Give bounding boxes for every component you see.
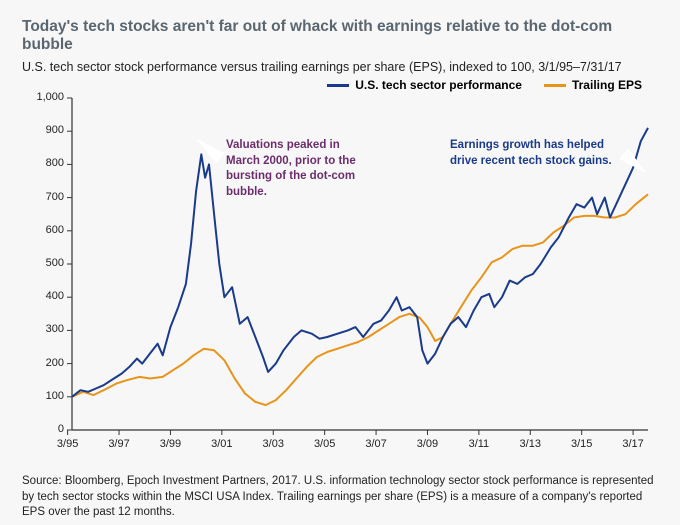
legend-label-eps: Trailing EPS [572, 78, 642, 92]
y-tick-label: 300 [22, 323, 64, 335]
chart-area: 0 100 200 300 400 500 600 700 800 900 1,000 3/95 3/… [22, 94, 658, 464]
y-tick-label: 700 [22, 191, 64, 203]
x-tick-label: 3/03 [253, 438, 293, 450]
legend-item-tech: U.S. tech sector performance [327, 78, 522, 92]
x-tick-label: 3/99 [150, 438, 190, 450]
legend-swatch-tech [327, 84, 349, 87]
x-tick-label: 3/97 [99, 438, 139, 450]
legend-swatch-eps [544, 84, 566, 87]
y-tick-label: 800 [22, 157, 64, 169]
y-tick-label: 400 [22, 290, 64, 302]
chart-subtitle: U.S. tech sector stock performance versu… [22, 60, 658, 74]
y-tick-label: 600 [22, 224, 64, 236]
x-tick-label: 3/01 [202, 438, 242, 450]
legend-label-tech: U.S. tech sector performance [355, 78, 522, 92]
x-tick-label: 3/11 [459, 438, 499, 450]
x-tick-label: 3/09 [407, 438, 447, 450]
y-tick-label: 100 [22, 390, 64, 402]
x-tick-label: 3/13 [510, 438, 550, 450]
x-tick-label: 3/95 [48, 438, 88, 450]
chart-title: Today's tech stocks aren't far out of wh… [22, 18, 658, 54]
x-tick-label: 3/17 [613, 438, 653, 450]
y-tick-label: 900 [22, 124, 64, 136]
legend: U.S. tech sector performance Trailing EP… [22, 78, 658, 92]
y-tick-label: 500 [22, 257, 64, 269]
x-tick-label: 3/05 [305, 438, 345, 450]
y-tick-label: 0 [22, 423, 64, 435]
y-tick-label: 200 [22, 357, 64, 369]
legend-item-eps: Trailing EPS [544, 78, 642, 92]
annotation-recent: Earnings growth has helped drive recent … [450, 138, 628, 169]
annotation-peak: Valuations peaked in March 2000, prior t… [226, 138, 362, 200]
x-tick-label: 3/07 [356, 438, 396, 450]
y-tick-label: 1,000 [22, 91, 64, 103]
source-footnote: Source: Bloomberg, Epoch Investment Part… [22, 474, 658, 521]
x-tick-label: 3/15 [562, 438, 602, 450]
